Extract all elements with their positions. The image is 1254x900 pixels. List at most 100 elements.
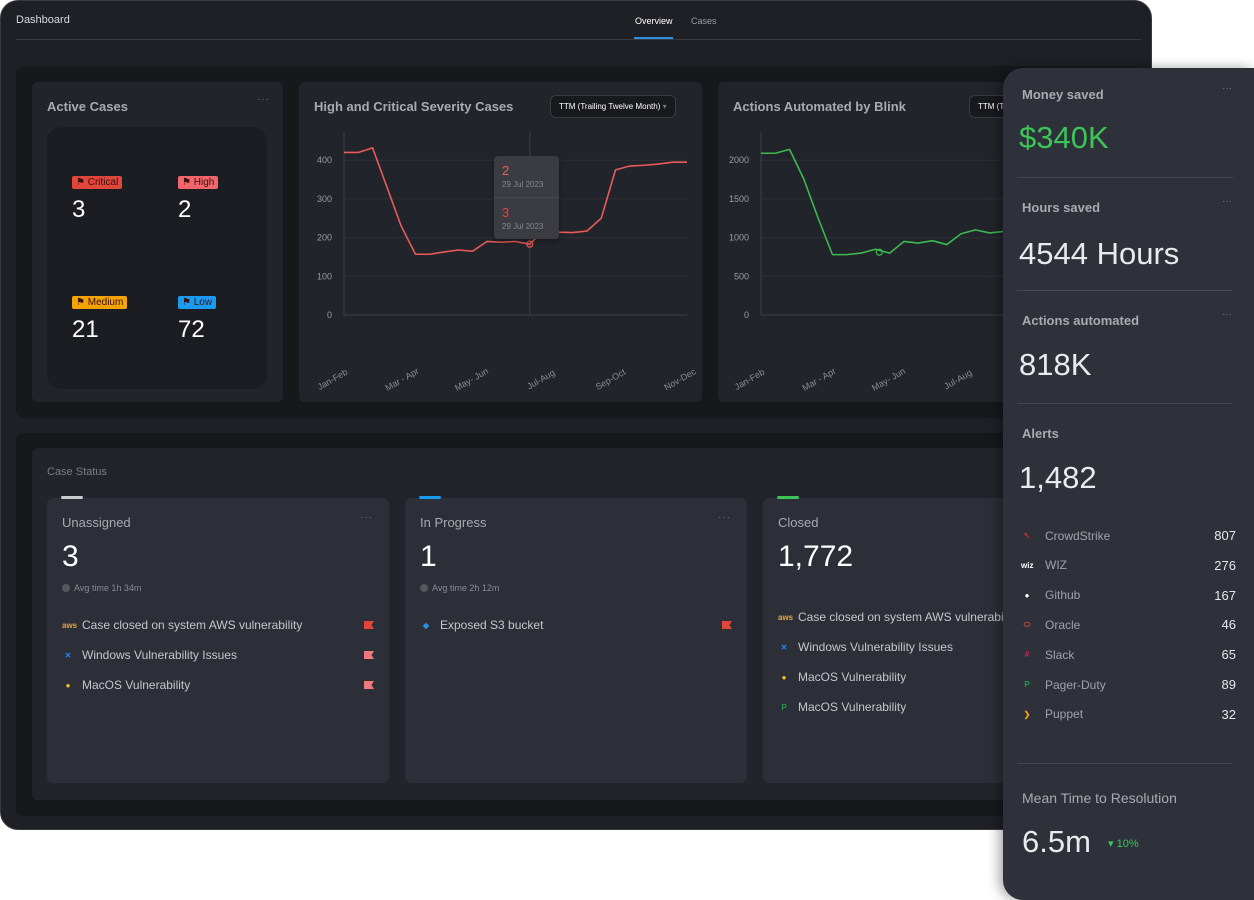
x-tick-label: Sep-Oct xyxy=(594,367,628,392)
case-text: MacOS Vulnerability xyxy=(82,678,191,692)
more-icon[interactable]: ··· xyxy=(1222,309,1232,320)
money-saved-value: $340K xyxy=(1019,120,1109,155)
severity-medium[interactable]: ⚑ Medium 21 xyxy=(72,292,128,344)
status-color-bar xyxy=(419,496,441,499)
active-tab-indicator xyxy=(634,37,673,39)
status-title: Unassigned xyxy=(62,515,131,530)
caret-down-icon: ▾ xyxy=(1108,838,1114,850)
case-item[interactable]: ✕ Windows Vulnerability Issues xyxy=(62,640,374,670)
severity-low[interactable]: ⚑ Low 72 xyxy=(178,292,217,344)
source-count: 46 xyxy=(1221,617,1236,633)
y-tick-label: 1500 xyxy=(729,194,749,204)
severity-count: 72 xyxy=(178,316,205,343)
tooltip-value: 2 xyxy=(502,163,510,178)
y-tick-label: 2000 xyxy=(729,155,749,165)
y-tick-label: 1000 xyxy=(729,233,749,243)
severity-badge: ⚑ Low xyxy=(178,296,217,309)
alerts-label: Alerts xyxy=(1022,426,1059,441)
source-count: 167 xyxy=(1214,587,1236,603)
period-value: TTM (Trailing Twelve Month) xyxy=(559,102,661,111)
chart-tooltip: 2 29 Jul 2023 3 29 Jul 2023 xyxy=(494,156,559,239)
alert-source-oracle[interactable]: ⬭ Oracle 46 xyxy=(1021,617,1236,632)
case-item[interactable]: ◆ Exposed S3 bucket xyxy=(420,610,732,640)
case-item[interactable]: ● MacOS Vulnerability xyxy=(62,670,374,700)
actions-automated-label: Actions automated xyxy=(1022,313,1140,328)
severity-critical[interactable]: ⚑ Critical 3 xyxy=(72,172,123,224)
card-title: Active Cases xyxy=(47,99,128,114)
period-dropdown[interactable]: TTM (T xyxy=(969,95,1014,118)
source-name: Puppet xyxy=(1045,707,1084,722)
tooltip-date: 29 Jul 2023 xyxy=(502,222,544,231)
x-tick-label: Jan-Feb xyxy=(316,367,350,392)
tooltip-divider xyxy=(494,197,559,198)
avg-time: Avg time 2h 12m xyxy=(420,583,499,593)
source-count: 276 xyxy=(1214,557,1236,573)
alert-source-slack[interactable]: # Slack 65 xyxy=(1021,647,1236,662)
series-line xyxy=(761,148,1005,256)
source-name: Slack xyxy=(1045,647,1075,662)
status-color-bar xyxy=(61,496,83,499)
divider xyxy=(1017,290,1233,291)
badge-label: Low xyxy=(193,297,213,308)
severity-count: 3 xyxy=(72,196,86,223)
header-divider xyxy=(16,39,1141,40)
avg-time-text: Avg time 1h 34m xyxy=(74,583,142,593)
python-icon: ● xyxy=(781,672,787,682)
x-tick-label: Nov-Dec xyxy=(662,366,698,392)
y-tick-label: 500 xyxy=(734,271,749,281)
section-title: Case Status xyxy=(47,466,107,478)
flag-icon: ⚑ xyxy=(76,177,85,188)
status-count: 1 xyxy=(420,540,437,573)
status-count: 3 xyxy=(62,540,79,573)
tooltip-date: 29 Jul 2023 xyxy=(502,180,544,189)
period-dropdown[interactable]: TTM (Trailing Twelve Month) ▾ xyxy=(550,95,676,118)
case-item[interactable]: ● MacOS Vulnerability xyxy=(778,662,1048,692)
pagerduty-icon: P xyxy=(1024,680,1030,689)
flag-icon xyxy=(364,651,374,659)
severity-count: 21 xyxy=(72,316,99,343)
more-icon[interactable]: ··· xyxy=(1222,83,1232,94)
case-text: Exposed S3 bucket xyxy=(440,618,544,632)
more-icon[interactable]: ··· xyxy=(257,94,270,105)
case-item[interactable]: aws Case closed on system AWS vulnerabili… xyxy=(778,602,1048,632)
alert-source-puppet[interactable]: ❯ Puppet 32 xyxy=(1021,707,1236,722)
badge-label: Medium xyxy=(87,297,124,308)
severity-count: 2 xyxy=(178,196,192,223)
more-icon[interactable]: ··· xyxy=(718,512,731,523)
case-item[interactable]: P MacOS Vulnerability xyxy=(778,692,1048,722)
status-title: Closed xyxy=(778,515,819,530)
python-icon: ● xyxy=(65,680,71,690)
case-text: Case closed on system AWS vulnerability xyxy=(82,618,303,632)
divider xyxy=(1017,403,1233,404)
alert-source-crowdstrike[interactable]: ➷ CrowdStrike 807 xyxy=(1021,528,1236,543)
case-item[interactable]: ✕ Windows Vulnerability Issues xyxy=(778,632,1048,662)
severity-grid xyxy=(47,127,267,389)
period-value: TTM (T xyxy=(978,102,1005,111)
status-card-unassigned[interactable]: Unassigned ··· 3 Avg time 1h 34m aws Case… xyxy=(47,496,389,783)
badge-label: Critical xyxy=(87,177,119,188)
mttr-label: Mean Time to Resolution xyxy=(1022,790,1177,806)
tab-overview[interactable]: Overview xyxy=(635,16,673,26)
case-text: MacOS Vulnerability xyxy=(798,700,907,714)
source-count: 807 xyxy=(1214,528,1236,543)
severity-high[interactable]: ⚑ High 2 xyxy=(178,172,219,224)
alert-source-wiz[interactable]: wiz WIZ 276 xyxy=(1021,558,1236,573)
y-tick-label: 100 xyxy=(317,271,332,281)
case-item[interactable]: aws Case closed on system AWS vulnerabili… xyxy=(62,610,374,640)
tooltip-value: 3 xyxy=(502,205,510,220)
actions-automated-value: 818K xyxy=(1019,347,1092,382)
hover-marker xyxy=(526,240,534,248)
alert-source-pagerduty[interactable]: P Pager-Duty 89 xyxy=(1021,677,1236,692)
chart-title: High and Critical Severity Cases xyxy=(314,99,514,114)
more-icon[interactable]: ··· xyxy=(1222,196,1232,207)
status-card-in-progress[interactable]: In Progress ··· 1 Avg time 2h 12m ◆ Expos… xyxy=(405,496,747,783)
more-icon[interactable]: ··· xyxy=(360,512,373,523)
y-tick-label: 0 xyxy=(744,310,749,320)
confluence-icon: ✕ xyxy=(64,650,72,660)
alert-source-github[interactable]: ● Github 167 xyxy=(1021,588,1236,603)
flag-icon xyxy=(364,681,374,689)
flag-icon: ⚑ xyxy=(182,177,191,188)
source-name: CrowdStrike xyxy=(1045,528,1111,543)
tab-cases[interactable]: Cases xyxy=(691,16,717,26)
github-icon: ● xyxy=(1024,590,1030,600)
